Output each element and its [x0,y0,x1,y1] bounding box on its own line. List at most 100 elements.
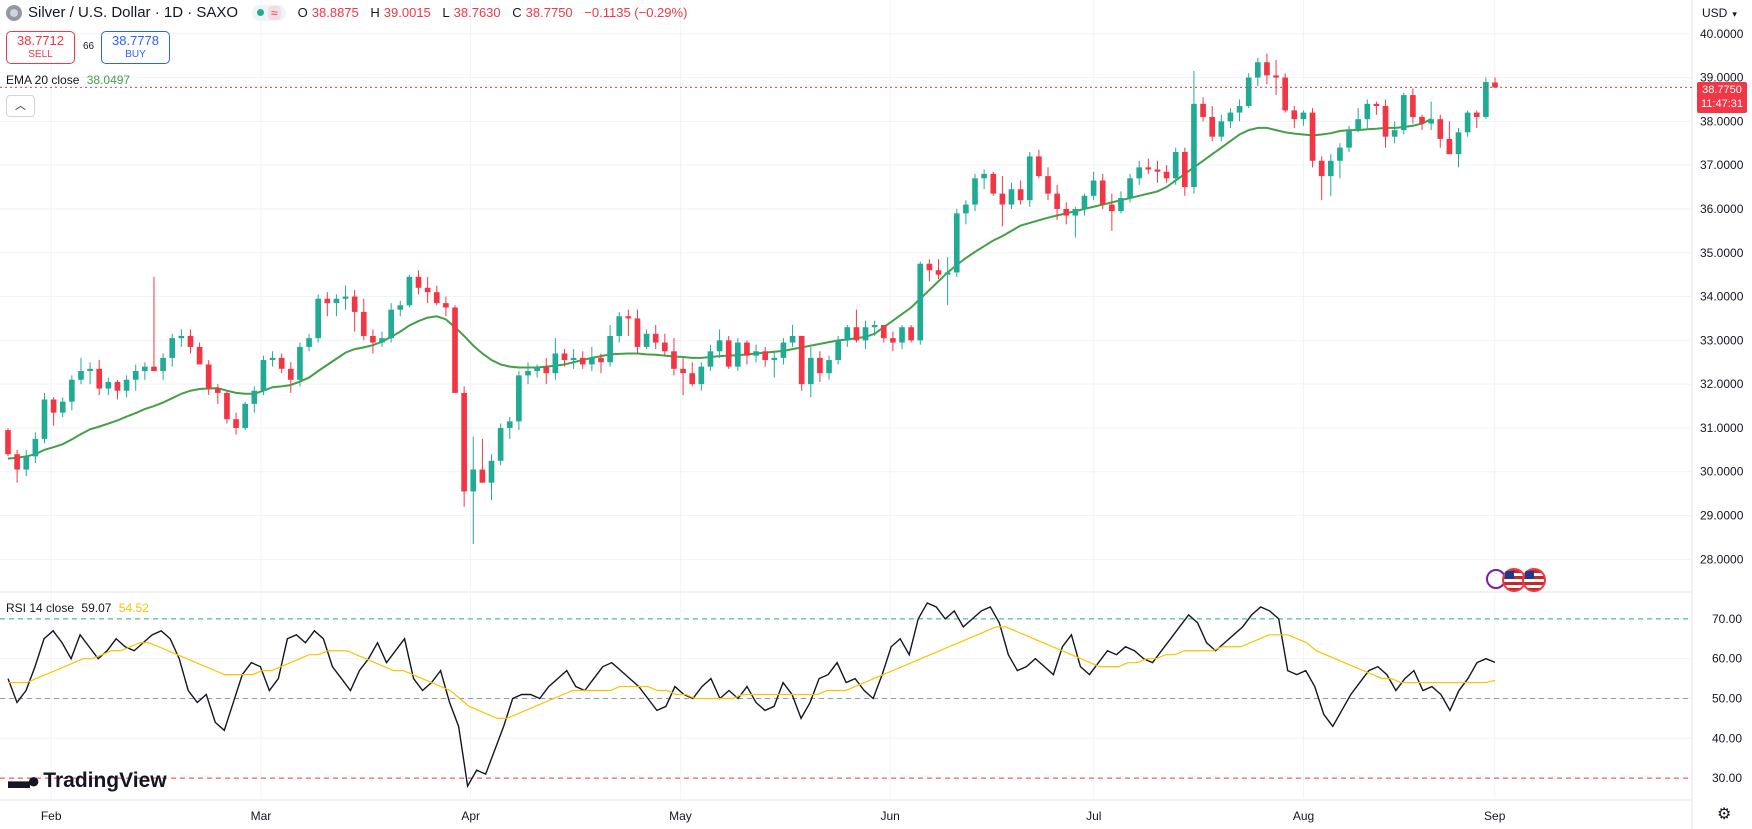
candle-body [1154,169,1161,172]
market-open-dot-icon [257,9,265,16]
candle-body [1291,110,1298,120]
ema-label: EMA 20 close [6,73,80,87]
candle-body [1081,195,1088,209]
candle-body [1437,119,1444,139]
rsi-legend[interactable]: RSI 14 close 59.07 54.52 [6,601,149,615]
candle-body [142,366,148,372]
candle-body [1191,103,1197,188]
candle-body [1300,112,1307,120]
gear-icon[interactable]: ⚙ [1717,806,1732,823]
price-tick-label: 39.0000 [1700,71,1744,85]
candle-body [1145,167,1152,170]
candle-body [680,368,686,374]
candle-body [1026,156,1033,201]
candle-body [479,469,486,483]
time-tick-label: Apr [461,809,480,823]
candle-body [1455,132,1462,155]
candle-body [452,307,458,393]
candle-body [543,366,550,374]
candle-body [963,204,969,214]
ema-20-line [7,118,1432,460]
candle-body [461,392,467,492]
sell-price: 38.7712 [17,33,64,48]
candle-body [1109,204,1115,212]
candle-body [32,438,39,457]
collapse-legend-button[interactable]: ︿ [6,95,35,117]
economic-events[interactable] [1486,568,1546,592]
candle-body [999,193,1006,205]
candle-body [662,342,668,352]
candle-body [379,338,385,343]
rsi-ma-value: 54.52 [118,601,149,615]
price-tick-label: 34.0000 [1700,290,1744,304]
time-tick-label: Aug [1293,809,1314,823]
price-tick-label: 28.0000 [1700,552,1744,566]
candle-body [1254,62,1261,78]
price-tick-label: 38.0000 [1700,114,1744,128]
candle-body [1072,208,1079,216]
candle-body [14,454,20,470]
price-tick-label: 35.0000 [1700,246,1744,260]
candle-body [1054,193,1060,209]
currency-selector[interactable]: USD ▾ [1702,6,1737,20]
time-tick-label: May [669,809,692,823]
candle-body [880,325,887,339]
candle-body [525,371,531,376]
candle-body [1382,106,1389,137]
candle-body [798,335,805,385]
price-tick-label: 33.0000 [1700,333,1744,347]
candle-body [634,318,641,347]
candle-body [470,469,477,492]
candle-body [415,276,422,288]
candle-body [652,333,659,343]
buy-button[interactable]: 38.7778 BUY [101,31,170,64]
candle-body [734,342,741,367]
candle-body [178,335,185,339]
candle-body [5,430,11,455]
candle-body [187,335,194,347]
price-tick-label: 29.0000 [1700,509,1744,523]
candle-body [1355,119,1361,131]
candle-body [707,351,714,367]
candle-body [1327,160,1334,177]
currency-label: USD [1702,6,1728,20]
symbol-title[interactable]: Silver / U.S. Dollar · 1D · SAXO [28,4,239,21]
candle-body [807,357,814,385]
rsi-value: 59.07 [81,601,112,615]
candle-body [315,298,321,339]
candle-body [689,373,696,385]
time-tick-label: Jun [880,809,899,823]
candle-body [1127,178,1133,199]
candle-body [935,270,942,275]
candle-body [287,368,294,380]
candle-body [1163,171,1170,179]
candle-body [443,303,449,308]
candle-body [1364,103,1371,120]
symbol-legend: Silver / U.S. Dollar · 1D · SAXO ≈ O 38.8… [6,4,691,21]
candle-body [1419,116,1425,124]
candle-body [1045,176,1051,194]
candle-body [1245,77,1252,107]
candle-body [862,327,869,341]
ohlc-values: O 38.8875 H 39.0015 L 38.7630 C 38.7750 −0.1… [297,5,688,20]
candle-body [196,346,203,365]
us-flag-icon[interactable] [1522,568,1546,592]
candle-body [1182,152,1188,188]
ema-legend[interactable]: EMA 20 close 38.0497 [6,73,130,87]
candle-body [1236,106,1243,113]
candle-body [23,456,30,470]
candle-body [506,421,513,428]
candle-body [1391,130,1398,137]
sell-button[interactable]: 38.7712 SELL [6,31,75,64]
market-status[interactable]: ≈ [252,4,286,21]
candle-body [1400,95,1407,131]
candle-body [552,353,559,374]
tradingview-logo[interactable]: ▬● TradingView [8,768,167,794]
candle-body [205,364,212,389]
candle-body [1200,103,1206,117]
chevron-down-icon: ▾ [1732,9,1737,19]
candle-body [744,342,750,356]
us-flag-icon[interactable] [1502,568,1526,592]
candle-body [871,325,878,328]
